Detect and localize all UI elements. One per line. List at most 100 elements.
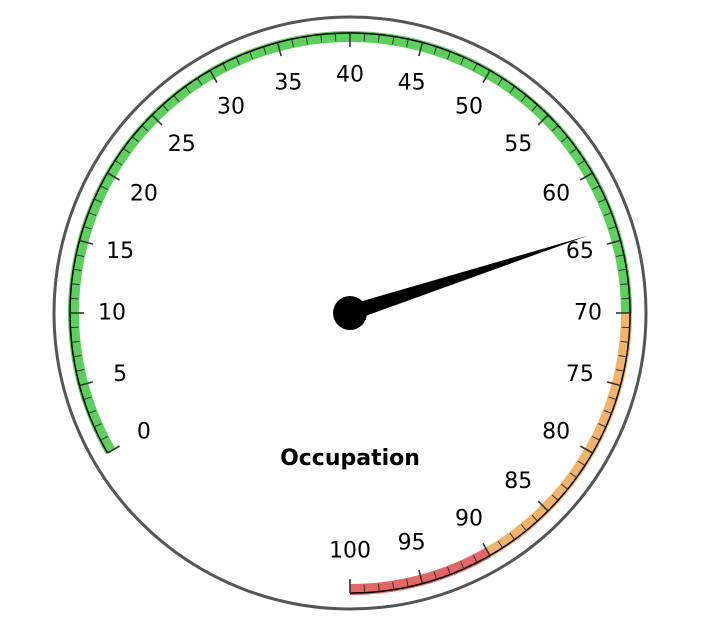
minor-tick [509,532,515,540]
tick-label-15: 15 [106,239,134,264]
major-tick [537,114,549,126]
minor-tick [577,160,586,166]
minor-tick [291,39,294,48]
tick-label-40: 40 [336,63,364,88]
tick-label-25: 25 [168,132,196,157]
major-tick [418,569,424,584]
minor-tick [569,472,577,478]
tick-label-35: 35 [274,71,302,96]
minor-tick [263,46,267,55]
minor-tick [185,86,191,94]
minor-tick [497,540,503,549]
major-tick [209,70,218,84]
minor-tick [392,581,395,590]
minor-tick [100,436,108,441]
major-tick [482,70,491,84]
minor-tick [620,340,629,343]
minor-tick [406,578,409,587]
tick-label-70: 70 [574,301,602,326]
minor-tick [71,340,80,343]
minor-tick [132,136,139,143]
minor-tick [551,125,559,132]
minor-tick [100,185,108,190]
minor-tick [615,369,624,372]
minor-tick [305,36,308,45]
minor-tick [222,63,227,71]
minor-tick [88,410,97,414]
minor-tick [114,160,123,166]
minor-tick [598,423,606,428]
tick-label-20: 20 [130,182,158,207]
tick-label-85: 85 [504,469,532,494]
minor-tick [433,46,437,55]
major-tick [482,542,491,556]
minor-tick [531,104,538,112]
minor-tick [249,51,253,60]
tick-label-10: 10 [98,301,126,326]
gauge-title: Occupation [280,446,420,471]
gauge-needle-hub [333,296,367,330]
minor-tick [608,226,617,230]
major-tick [418,42,424,57]
minor-tick [592,436,600,441]
minor-tick [235,57,240,65]
minor-tick [569,148,577,154]
minor-tick [509,86,515,94]
minor-tick [123,148,131,154]
minor-tick [71,283,80,286]
minor-tick [83,396,92,400]
minor-tick [392,36,395,45]
minor-tick [561,136,568,143]
minor-tick [197,77,203,86]
major-tick [107,445,121,454]
tick-label-0: 0 [137,420,151,445]
minor-tick [320,34,323,43]
minor-tick [460,57,465,65]
minor-tick [618,355,627,358]
major-tick [579,445,593,454]
major-tick [151,114,163,126]
tick-label-75: 75 [566,362,594,387]
minor-tick [162,104,169,112]
minor-tick [460,561,465,569]
minor-tick [603,410,612,414]
gauge-needle-group [333,235,588,330]
tick-label-95: 95 [398,530,426,555]
minor-tick [88,212,97,216]
minor-tick [76,369,85,372]
tick-label-80: 80 [542,420,570,445]
gauge-ticks [70,33,630,593]
tick-label-60: 60 [542,182,570,207]
minor-tick [141,125,149,132]
minor-tick [73,268,82,271]
minor-tick [94,198,102,203]
gauge-needle [347,235,588,321]
tick-label-100: 100 [329,539,371,564]
minor-tick [618,268,627,271]
major-tick [579,172,593,181]
minor-tick [406,39,409,48]
minor-tick [551,494,559,501]
tick-label-90: 90 [455,507,483,532]
minor-tick [73,355,82,358]
minor-tick [603,212,612,216]
minor-tick [83,226,92,230]
tick-label-30: 30 [217,94,245,119]
minor-tick [620,283,629,286]
minor-tick [447,566,451,575]
minor-tick [598,198,606,203]
tick-label-65: 65 [566,239,594,264]
gauge-tick-labels: 0 5 10 15 20 25 30 35 40 45 50 55 60 65 70 75 80 85 90 95 10… [98,63,602,564]
major-tick [537,500,549,512]
tick-label-45: 45 [398,71,426,96]
minor-tick [608,396,617,400]
minor-tick [520,95,527,102]
minor-tick [615,254,624,257]
minor-tick [433,571,437,580]
minor-tick [377,34,380,43]
major-tick [606,239,621,245]
minor-tick [76,254,85,257]
tick-label-50: 50 [455,94,483,119]
minor-tick [94,423,102,428]
